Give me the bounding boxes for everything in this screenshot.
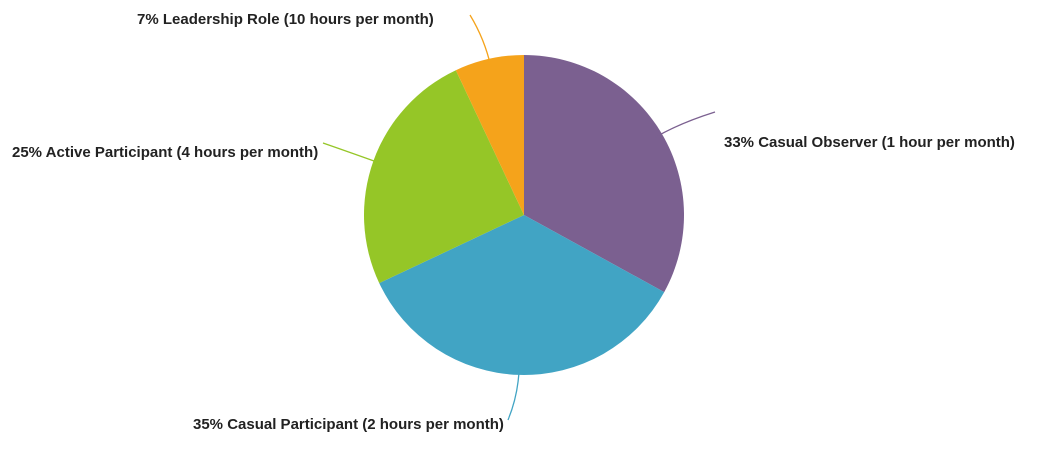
category-label: Leadership Role (10 hours per month): [162, 11, 434, 28]
pie-slice: [364, 70, 524, 284]
pie-slice: [379, 215, 665, 375]
leader-line: [469, 14, 492, 67]
leader-line: [322, 142, 382, 165]
leader-line: [507, 366, 520, 421]
slice-label: 25% Active Participant (4 hours per mont…: [12, 142, 332, 163]
pie-slice: [524, 55, 685, 293]
value-label: 33%: [724, 134, 755, 151]
slice-label: 35% Casual Participant (2 hours per mont…: [193, 414, 513, 435]
slice-label: 7% Leadership Role (10 hours per month): [137, 9, 457, 30]
category-label: Casual Observer (1 hour per month): [758, 134, 1015, 151]
category-label: Active Participant (4 hours per month): [45, 144, 319, 161]
pie-slice: [455, 55, 524, 215]
value-label: 35%: [193, 416, 224, 433]
value-label: 7%: [137, 11, 159, 28]
value-label: 25%: [12, 144, 43, 161]
leader-line: [654, 111, 716, 139]
slice-label: 33% Casual Observer (1 hour per month): [724, 132, 1039, 153]
category-label: Casual Participant (2 hours per month): [227, 416, 504, 433]
